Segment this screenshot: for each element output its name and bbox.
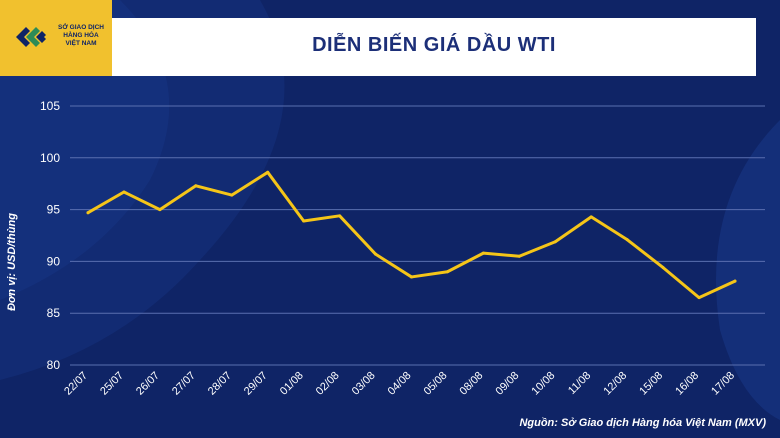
x-tick-label: 09/08 — [494, 370, 522, 398]
data-point — [625, 238, 629, 242]
data-point — [194, 184, 198, 188]
data-point — [158, 208, 162, 212]
chart-header — [12, 18, 756, 76]
x-tick-label: 15/08 — [637, 370, 665, 398]
data-point — [86, 211, 90, 215]
x-tick-label: 17/08 — [709, 370, 737, 398]
x-tick-label: 28/07 — [206, 370, 234, 398]
data-point — [661, 266, 665, 270]
x-tick-label: 10/08 — [529, 370, 557, 398]
data-point — [445, 270, 449, 274]
x-tick-label: 29/07 — [242, 370, 270, 398]
data-point — [589, 215, 593, 219]
y-axis-label: Đơn vị: USD/thùng — [6, 213, 18, 311]
data-point — [338, 214, 342, 218]
data-point — [122, 190, 126, 194]
x-tick-label: 25/07 — [98, 370, 126, 398]
data-point — [302, 219, 306, 223]
y-tick-label: 105 — [40, 99, 60, 113]
x-tick-label: 05/08 — [422, 370, 450, 398]
data-point — [553, 240, 557, 244]
data-point — [266, 170, 270, 174]
data-point — [733, 279, 737, 283]
data-point — [517, 254, 521, 258]
data-point — [410, 275, 413, 279]
data-point — [481, 251, 485, 255]
x-tick-label: 01/08 — [278, 370, 306, 398]
logo: SỞ GIAO DỊCH HÀNG HÓA VIỆT NAM — [0, 0, 112, 76]
x-tick-label: 26/07 — [134, 370, 162, 398]
source-note: Nguồn: Sở Giao dịch Hàng hóa Việt Nam (M… — [519, 417, 766, 429]
x-tick-label: 11/08 — [566, 370, 593, 397]
x-tick-label: 02/08 — [314, 370, 342, 398]
y-tick-label: 100 — [40, 151, 60, 165]
x-tick-label: 12/08 — [601, 370, 629, 398]
x-tick-label: 04/08 — [386, 370, 414, 398]
logo-text: SỞ GIAO DỊCH HÀNG HÓA VIỆT NAM — [50, 24, 112, 48]
y-tick-label: 95 — [47, 203, 61, 217]
logo-line: HÀNG HÓA — [63, 32, 99, 39]
data-point — [697, 296, 701, 300]
x-tick-label: 27/07 — [170, 370, 198, 398]
logo-line: VIỆT NAM — [65, 40, 97, 47]
logo-mark-icon — [16, 27, 46, 47]
y-tick-label: 80 — [47, 358, 61, 372]
data-point — [374, 252, 378, 256]
x-tick-label: 08/08 — [458, 370, 486, 398]
data-point — [230, 193, 234, 197]
logo-line: SỞ GIAO DỊCH — [58, 24, 104, 31]
x-tick-label: 03/08 — [350, 370, 378, 398]
chart-title: DIỄN BIẾN GIÁ DẦU WTI — [312, 34, 556, 56]
x-tick-label: 22/07 — [62, 370, 90, 398]
y-tick-label: 90 — [47, 254, 61, 268]
series-line-wti — [86, 170, 737, 300]
x-tick-label: 16/08 — [673, 370, 701, 398]
y-tick-label: 85 — [47, 306, 61, 320]
